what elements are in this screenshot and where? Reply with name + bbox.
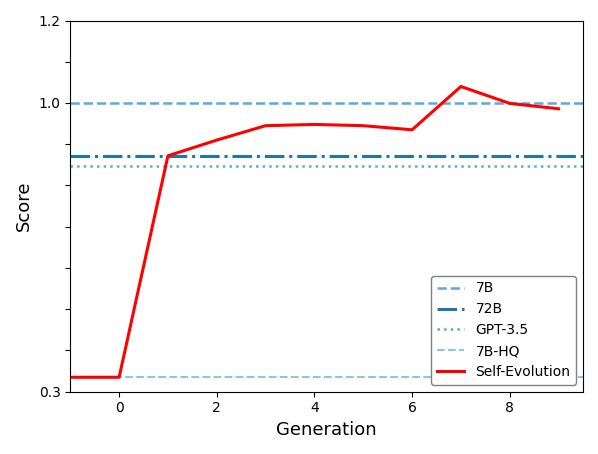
72B bbox=[164, 153, 172, 158]
X-axis label: Generation: Generation bbox=[276, 421, 377, 439]
Self-Evolution bbox=[67, 375, 74, 380]
Self-Evolution bbox=[311, 122, 318, 127]
Self-Evolution bbox=[359, 123, 367, 128]
72B bbox=[115, 153, 123, 158]
Self-Evolution bbox=[213, 138, 220, 143]
Self-Evolution bbox=[555, 106, 562, 112]
Line: Self-Evolution: Self-Evolution bbox=[71, 87, 559, 377]
7B bbox=[164, 100, 172, 106]
Self-Evolution bbox=[262, 123, 269, 128]
7B-HQ bbox=[115, 375, 123, 380]
Self-Evolution bbox=[457, 84, 465, 89]
Legend: 7B, 72B, GPT-3.5, 7B-HQ, Self-Evolution: 7B, 72B, GPT-3.5, 7B-HQ, Self-Evolution bbox=[431, 276, 576, 385]
7B bbox=[115, 100, 123, 106]
Self-Evolution bbox=[408, 127, 416, 133]
Y-axis label: Score: Score bbox=[15, 181, 33, 232]
GPT-3.5 bbox=[115, 163, 123, 168]
Self-Evolution bbox=[115, 375, 123, 380]
Self-Evolution bbox=[164, 153, 172, 158]
GPT-3.5 bbox=[164, 163, 172, 168]
7B-HQ bbox=[164, 375, 172, 380]
Self-Evolution bbox=[506, 101, 513, 106]
